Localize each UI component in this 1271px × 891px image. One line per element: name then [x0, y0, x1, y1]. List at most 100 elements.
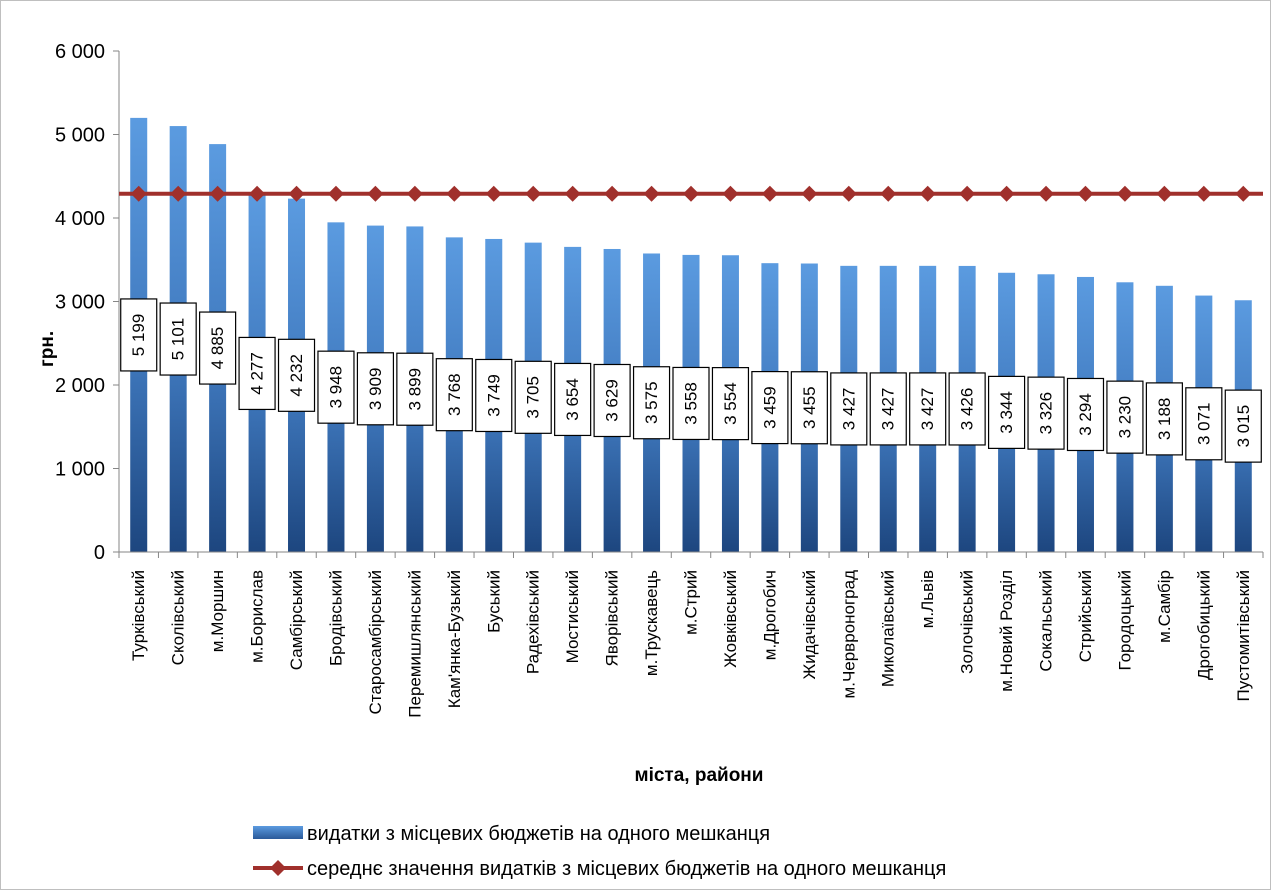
legend: видатки з місцевих бюджетів на одного ме… — [253, 823, 946, 880]
data-label-28: 3 071 — [1185, 387, 1223, 461]
data-label-19: 3 427 — [830, 372, 868, 446]
data-label-box-17 — [751, 370, 789, 445]
data-label-box-13 — [593, 363, 631, 438]
category-label-21: м.Львів — [918, 570, 937, 628]
data-label-box-9 — [435, 358, 473, 432]
data-label-10: 3 749 — [475, 358, 513, 433]
average-marker-20 — [880, 185, 897, 202]
data-label-text-2: 5 101 — [169, 318, 188, 361]
data-label-text-15: 3 558 — [682, 382, 701, 425]
data-label-6: 3 948 — [317, 350, 355, 424]
data-label-box-24 — [1027, 376, 1065, 450]
data-label-box-16 — [711, 367, 750, 441]
y-tick-label-6: 6 000 — [55, 41, 105, 63]
average-marker-10 — [485, 185, 502, 202]
category-label-7: Старосамбірський — [366, 570, 385, 714]
data-label-text-23: 3 344 — [997, 391, 1016, 434]
data-label-25: 3 294 — [1066, 377, 1105, 452]
average-marker-27 — [1156, 185, 1173, 202]
data-label-1: 5 199 — [120, 298, 158, 372]
data-label-24: 3 326 — [1027, 376, 1065, 450]
data-label-20: 3 427 — [869, 372, 907, 446]
average-marker-14 — [643, 185, 660, 202]
category-label-27: м.Самбір — [1155, 570, 1174, 643]
y-axis-title: грн. — [37, 331, 58, 367]
legend-bar-swatch — [253, 826, 303, 839]
average-marker-6 — [327, 185, 344, 202]
data-label-text-22: 3 426 — [958, 388, 977, 431]
data-label-box-20 — [869, 372, 907, 446]
data-label-text-1: 5 199 — [129, 314, 148, 357]
data-label-22: 3 426 — [948, 372, 986, 446]
data-label-5: 4 232 — [277, 338, 316, 412]
data-label-23: 3 344 — [987, 375, 1026, 449]
average-marker-29 — [1235, 185, 1252, 202]
data-label-box-26 — [1106, 380, 1144, 454]
data-label-box-15 — [672, 366, 710, 441]
category-label-15: м.Стрий — [682, 570, 701, 635]
category-label-6: Бродівський — [326, 570, 345, 666]
data-label-text-21: 3 427 — [918, 388, 937, 431]
average-marker-26 — [1116, 185, 1133, 202]
data-label-text-6: 3 948 — [326, 366, 345, 409]
category-label-1: Турківський — [129, 570, 148, 661]
y-tick-label-1: 1 000 — [55, 459, 105, 481]
data-label-text-24: 3 326 — [1037, 392, 1056, 435]
average-marker-17 — [761, 185, 778, 202]
category-label-12: Мостиський — [563, 570, 582, 663]
data-label-box-23 — [987, 375, 1026, 449]
category-label-8: Перемишлянський — [405, 570, 424, 718]
data-label-11: 3 705 — [514, 360, 552, 434]
data-label-3: 4 885 — [199, 311, 237, 385]
category-label-20: Миколаївський — [879, 570, 898, 687]
category-label-24: Сокальський — [1037, 570, 1056, 672]
category-label-10: Буський — [484, 570, 503, 633]
average-marker-11 — [525, 185, 542, 202]
data-label-box-12 — [554, 362, 592, 437]
data-labels-layer: 5 199 5 101 4 885 4 277 4 232 3 948 3 909 3 899… — [120, 298, 1262, 463]
category-label-18: Жидачівський — [800, 570, 819, 679]
data-label-box-27 — [1145, 382, 1183, 456]
data-label-box-10 — [475, 358, 513, 433]
category-label-3: м.Моршин — [208, 570, 227, 652]
average-marker-28 — [1195, 185, 1212, 202]
legend-line-marker — [270, 860, 286, 876]
category-label-5: Самбірський — [287, 570, 306, 670]
category-label-23: м.Новий Розділ — [997, 570, 1016, 692]
category-label-11: Радехівський — [524, 570, 543, 674]
average-marker-25 — [1077, 185, 1094, 202]
category-label-16: Жовківський — [721, 570, 740, 668]
data-label-text-16: 3 554 — [721, 382, 740, 425]
data-label-text-28: 3 071 — [1194, 403, 1213, 446]
data-label-text-12: 3 654 — [563, 378, 582, 421]
legend-bar-label: видатки з місцевих бюджетів на одного ме… — [307, 823, 770, 845]
category-label-17: м.Дрогобич — [760, 570, 779, 660]
data-label-16: 3 554 — [711, 367, 750, 441]
average-marker-1 — [130, 185, 147, 202]
data-label-box-14 — [632, 366, 671, 440]
category-label-26: Городоцький — [1115, 570, 1134, 670]
average-marker-18 — [801, 185, 818, 202]
data-label-box-2 — [159, 302, 197, 376]
category-label-4: м.Борислав — [248, 570, 267, 663]
y-tick-label-5: 5 000 — [55, 125, 105, 147]
x-axis-title: міста, райони — [635, 765, 764, 786]
data-label-text-19: 3 427 — [839, 388, 858, 431]
axes-layer: 0 1 000 2 000 3 000 4 000 5 000 6 000 — [55, 41, 1264, 564]
data-label-26: 3 230 — [1106, 380, 1144, 454]
legend-line-label: середнє значення видатків з місцевих бюд… — [307, 858, 946, 880]
average-marker-9 — [446, 185, 463, 202]
category-label-9: Кам'янка-Бузький — [445, 570, 464, 708]
data-label-29: 3 015 — [1224, 389, 1262, 463]
y-tick-label-2: 2 000 — [55, 375, 105, 397]
data-label-text-9: 3 768 — [445, 373, 464, 416]
data-label-13: 3 629 — [593, 363, 631, 438]
data-label-box-22 — [948, 372, 986, 446]
category-labels-layer: Турківський Сколівський м.Моршин м.Борислав… — [129, 570, 1253, 718]
category-label-2: Сколівський — [169, 570, 188, 665]
average-marker-12 — [564, 185, 581, 202]
data-label-18: 3 455 — [790, 371, 828, 445]
data-label-text-5: 4 232 — [287, 354, 306, 397]
